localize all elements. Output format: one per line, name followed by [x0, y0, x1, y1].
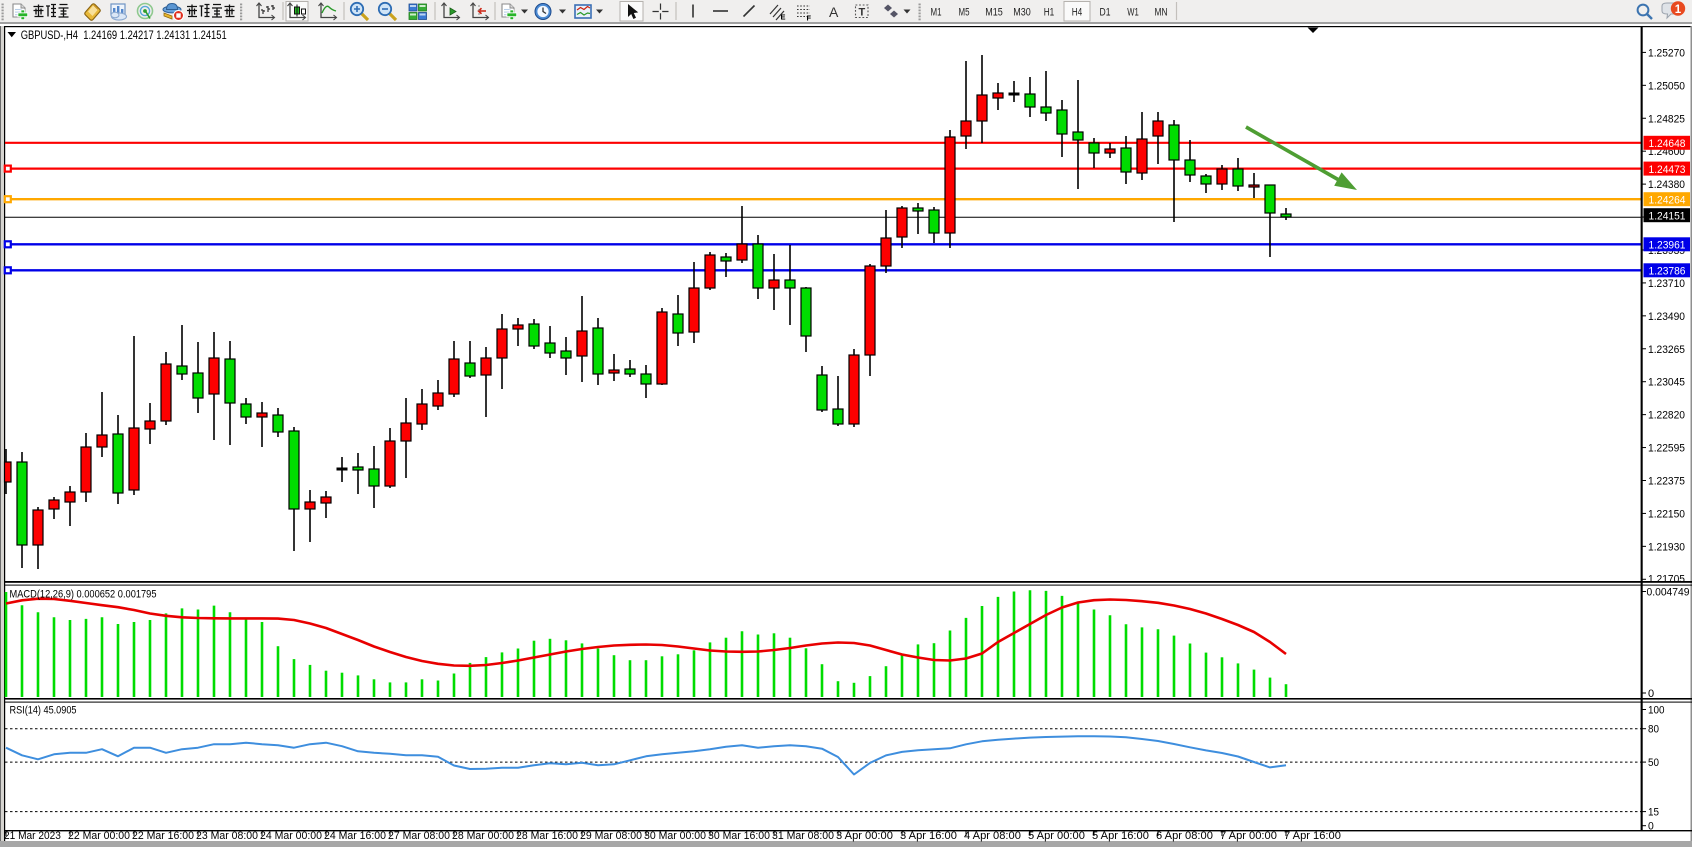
svg-text:28 Mar 00:00: 28 Mar 00:00	[452, 830, 514, 842]
svg-text:1.22595: 1.22595	[1648, 443, 1685, 455]
svg-text:0.004749: 0.004749	[1647, 587, 1690, 599]
svg-text:1.21930: 1.21930	[1648, 541, 1685, 553]
svg-text:1: 1	[1675, 4, 1682, 16]
svg-text:1.22150: 1.22150	[1648, 508, 1685, 520]
svg-text:T: T	[859, 7, 866, 19]
svg-text:31 Mar 08:00: 31 Mar 08:00	[772, 830, 834, 842]
svg-text:1.24473: 1.24473	[1649, 164, 1686, 176]
svg-text:3 Apr 00:00: 3 Apr 00:00	[836, 830, 893, 842]
svg-text:6 Apr 08:00: 6 Apr 08:00	[1156, 830, 1213, 842]
svg-text:23 Mar 08:00: 23 Mar 08:00	[196, 830, 258, 842]
svg-text:30 Mar 16:00: 30 Mar 16:00	[708, 830, 770, 842]
svg-text:100: 100	[1648, 705, 1665, 717]
svg-text:1.23961: 1.23961	[1649, 240, 1686, 252]
svg-text:1.24264: 1.24264	[1649, 194, 1686, 206]
svg-text:1.22820: 1.22820	[1648, 410, 1685, 422]
svg-text:MACD(12,26,9) 0.000652 0.00179: MACD(12,26,9) 0.000652 0.001795	[10, 589, 157, 601]
svg-text:1.24151: 1.24151	[1649, 210, 1686, 222]
svg-text:50: 50	[1648, 757, 1659, 769]
svg-text:7 Apr 00:00: 7 Apr 00:00	[1220, 830, 1277, 842]
svg-text:1.24825: 1.24825	[1648, 113, 1685, 125]
svg-text:1.22375: 1.22375	[1648, 475, 1685, 487]
svg-text:3 Apr 16:00: 3 Apr 16:00	[900, 830, 957, 842]
svg-text:1.23786: 1.23786	[1649, 266, 1686, 278]
svg-text:5 Apr 16:00: 5 Apr 16:00	[1092, 830, 1149, 842]
svg-text:1.23490: 1.23490	[1648, 311, 1685, 323]
svg-text:0: 0	[1648, 688, 1654, 700]
svg-text:28 Mar 16:00: 28 Mar 16:00	[516, 830, 578, 842]
svg-text:15: 15	[1648, 807, 1659, 819]
svg-text:0: 0	[1648, 821, 1654, 833]
svg-text:22 Mar 16:00: 22 Mar 16:00	[132, 830, 194, 842]
svg-text:80: 80	[1648, 724, 1659, 736]
svg-text:1.23045: 1.23045	[1648, 377, 1685, 389]
svg-text:A: A	[829, 4, 839, 20]
svg-text:1.24648: 1.24648	[1649, 138, 1686, 150]
svg-text:W1: W1	[1127, 7, 1139, 19]
svg-text:30 Mar 00:00: 30 Mar 00:00	[644, 830, 706, 842]
svg-text:22 Mar 00:00: 22 Mar 00:00	[68, 830, 130, 842]
svg-text:M15: M15	[985, 7, 1003, 19]
svg-text:E: E	[781, 13, 786, 22]
svg-text:27 Mar 08:00: 27 Mar 08:00	[388, 830, 450, 842]
svg-text:H4: H4	[1072, 7, 1083, 19]
svg-text:GBPUSD-,H4 1.24169 1.24217 1.: GBPUSD-,H4 1.24169 1.24217 1.24131 1.241…	[21, 30, 227, 42]
svg-text:1.23710: 1.23710	[1648, 278, 1685, 290]
svg-text:MN: MN	[1155, 7, 1168, 19]
svg-text:1.23265: 1.23265	[1648, 344, 1685, 356]
svg-text:M30: M30	[1013, 7, 1031, 19]
svg-text:M1: M1	[931, 7, 942, 19]
svg-text:21 Mar 2023: 21 Mar 2023	[4, 830, 61, 842]
svg-text:D1: D1	[1100, 7, 1111, 19]
svg-text:5 Apr 00:00: 5 Apr 00:00	[1028, 830, 1085, 842]
svg-text:29 Mar 08:00: 29 Mar 08:00	[580, 830, 642, 842]
svg-text:H1: H1	[1044, 7, 1055, 19]
svg-text:1.25270: 1.25270	[1648, 47, 1685, 59]
svg-text:1.24380: 1.24380	[1648, 179, 1685, 191]
svg-text:M5: M5	[959, 7, 970, 19]
svg-text:4 Apr 08:00: 4 Apr 08:00	[964, 830, 1021, 842]
svg-text:24 Mar 16:00: 24 Mar 16:00	[324, 830, 386, 842]
svg-text:1.25050: 1.25050	[1648, 80, 1685, 92]
svg-text:RSI(14) 45.0905: RSI(14) 45.0905	[10, 705, 77, 717]
svg-text:1.21705: 1.21705	[1648, 573, 1685, 585]
svg-text:7 Apr 16:00: 7 Apr 16:00	[1284, 830, 1341, 842]
svg-text:24 Mar 00:00: 24 Mar 00:00	[260, 830, 322, 842]
svg-text:F: F	[807, 14, 812, 23]
